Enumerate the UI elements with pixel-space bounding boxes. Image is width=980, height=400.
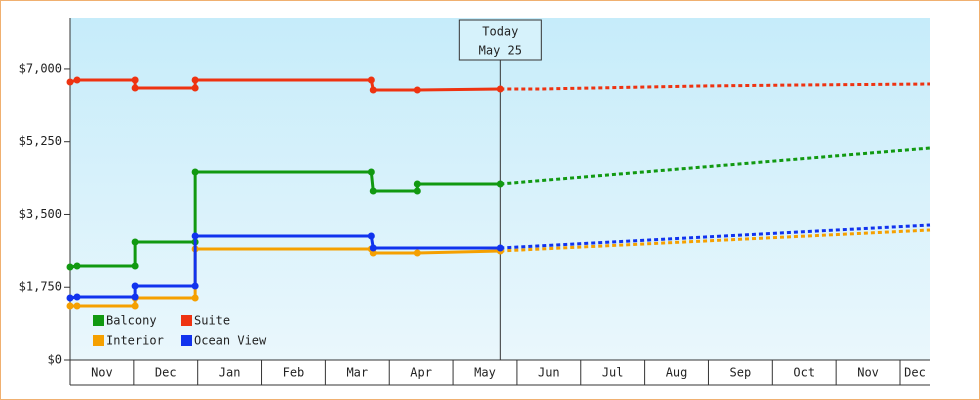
x-tick-label: Mar — [346, 366, 368, 380]
price-point — [66, 302, 74, 310]
price-point — [369, 244, 377, 252]
forecast-line — [500, 228, 931, 253]
legend-label: Interior — [106, 334, 164, 348]
forecast-line — [500, 223, 931, 250]
forecast-line — [500, 82, 931, 91]
legend-swatch — [93, 315, 104, 326]
price-point — [191, 232, 199, 240]
price-point — [369, 249, 377, 257]
forecast-line — [500, 146, 931, 186]
price-point — [131, 293, 139, 301]
today-label: Today — [482, 25, 518, 39]
price-point — [131, 238, 139, 246]
price-point — [496, 180, 504, 188]
price-point — [191, 168, 199, 176]
y-tick-label: $5,250 — [19, 134, 62, 148]
price-point — [131, 262, 139, 270]
price-line — [69, 78, 501, 92]
x-tick-label: Dec — [155, 366, 177, 380]
legend-label: Ocean View — [194, 334, 267, 348]
price-point — [191, 282, 199, 290]
x-tick-label: Nov — [857, 366, 879, 380]
price-point — [66, 263, 74, 271]
x-tick-label: Jan — [219, 366, 241, 380]
price-point — [367, 232, 375, 240]
price-point — [191, 294, 199, 302]
y-tick-label: $7,000 — [19, 61, 62, 75]
today-label: May 25 — [479, 44, 522, 58]
legend-swatch — [181, 315, 192, 326]
x-tick-label: Jun — [538, 366, 560, 380]
price-point — [73, 293, 81, 301]
price-point — [131, 282, 139, 290]
x-tick-label: Aug — [666, 366, 688, 380]
price-point — [369, 86, 377, 94]
x-tick-label: Sep — [730, 366, 752, 380]
price-point — [367, 76, 375, 84]
price-point — [191, 76, 199, 84]
x-tick-label: Feb — [283, 366, 305, 380]
legend-label: Balcony — [106, 314, 157, 328]
price-point — [367, 168, 375, 176]
y-tick-label: $3,500 — [19, 207, 62, 221]
price-point — [413, 249, 421, 257]
price-point — [131, 302, 139, 310]
price-point — [496, 244, 504, 252]
price-point — [191, 84, 199, 92]
price-point — [413, 86, 421, 94]
price-point — [496, 85, 504, 93]
legend-swatch — [181, 335, 192, 346]
price-point — [131, 76, 139, 84]
x-tick-label: Nov — [91, 366, 113, 380]
y-tick-label: $1,750 — [19, 280, 62, 294]
y-tick-label: $0 — [48, 353, 62, 367]
x-tick-label: Apr — [410, 366, 432, 380]
x-tick-label: May — [474, 366, 496, 380]
price-point — [66, 294, 74, 302]
x-tick-label: Oct — [793, 366, 815, 380]
price-point — [413, 187, 421, 195]
today-box — [458, 19, 542, 61]
price-point — [369, 187, 377, 195]
legend-swatch — [93, 335, 104, 346]
price-point — [73, 302, 81, 310]
price-point — [66, 78, 74, 86]
x-tick-label: Dec — [904, 366, 926, 380]
price-point — [413, 180, 421, 188]
price-point — [73, 262, 81, 270]
x-tick-label: Jul — [602, 366, 624, 380]
legend-label: Suite — [194, 314, 230, 328]
price-point — [73, 76, 81, 84]
price-point — [131, 84, 139, 92]
